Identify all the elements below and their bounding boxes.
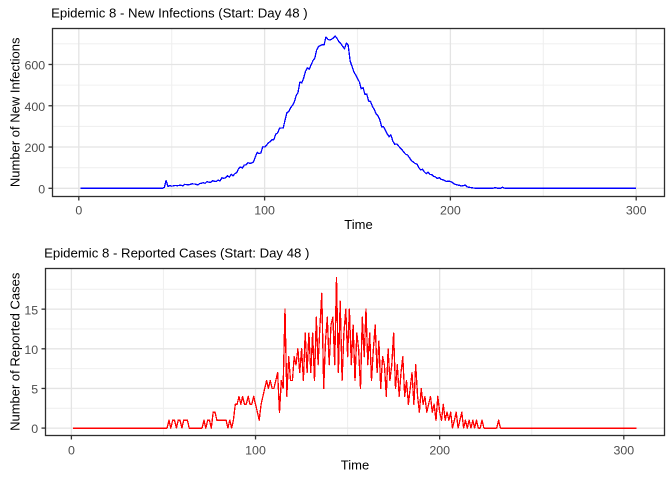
svg-text:100: 100 <box>254 203 275 217</box>
svg-text:300: 300 <box>613 443 634 457</box>
svg-text:200: 200 <box>440 203 461 217</box>
svg-text:200: 200 <box>25 141 46 155</box>
svg-text:300: 300 <box>626 203 647 217</box>
svg-text:0: 0 <box>68 443 75 457</box>
svg-text:15: 15 <box>24 303 38 317</box>
svg-text:100: 100 <box>245 443 266 457</box>
svg-text:10: 10 <box>24 343 38 357</box>
svg-text:400: 400 <box>25 100 46 114</box>
svg-text:Number of New Infections: Number of New Infections <box>7 37 22 187</box>
svg-text:200: 200 <box>429 443 450 457</box>
svg-text:Epidemic 8 - Reported Cases (S: Epidemic 8 - Reported Cases (Start: Day … <box>44 246 309 261</box>
svg-text:Time: Time <box>341 457 369 472</box>
svg-text:0: 0 <box>75 203 82 217</box>
svg-text:600: 600 <box>25 59 46 73</box>
svg-text:Epidemic 8 - New Infections (S: Epidemic 8 - New Infections (Start: Day … <box>51 6 308 21</box>
svg-text:0: 0 <box>38 182 45 196</box>
svg-text:Number of Reported Cases: Number of Reported Cases <box>7 272 22 431</box>
svg-text:0: 0 <box>31 422 38 436</box>
svg-text:Time: Time <box>344 217 372 232</box>
svg-text:5: 5 <box>31 383 38 397</box>
